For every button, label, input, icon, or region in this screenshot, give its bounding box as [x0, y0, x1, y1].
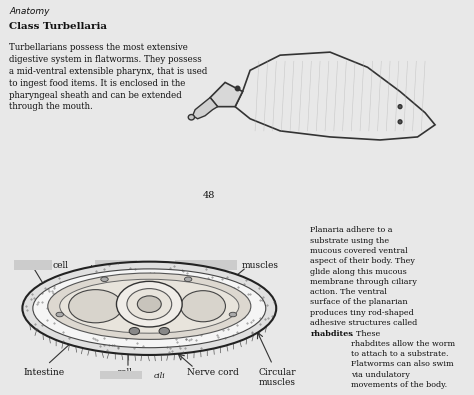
Text: Circular
muscles: Circular muscles [258, 368, 296, 387]
Ellipse shape [181, 291, 226, 322]
Text: Planaria adhere to a
substrate using the
mucous covered ventral
aspect of their : Planaria adhere to a substrate using the… [310, 226, 418, 327]
Ellipse shape [56, 312, 64, 317]
Text: Intestine: Intestine [24, 368, 65, 377]
Ellipse shape [129, 327, 140, 335]
Text: Class Turbellaria: Class Turbellaria [9, 22, 108, 31]
Ellipse shape [398, 120, 402, 124]
Ellipse shape [398, 105, 402, 109]
FancyBboxPatch shape [95, 260, 137, 270]
Text: rhabdites: rhabdites [310, 330, 353, 338]
Ellipse shape [159, 327, 170, 335]
Ellipse shape [101, 277, 108, 282]
Polygon shape [235, 52, 435, 140]
Text: ; P: ; P [90, 261, 101, 269]
Ellipse shape [127, 289, 172, 320]
Text: 48: 48 [202, 191, 215, 200]
Text: . These
rhabdites allow the worm
to attach to a substrate.
Flatworms can also sw: . These rhabdites allow the worm to atta… [351, 330, 455, 389]
Text: cell: cell [116, 368, 132, 377]
Text: Nerve cord: Nerve cord [187, 368, 239, 377]
Ellipse shape [236, 86, 240, 91]
Text: Turbellarians possess the most extensive
digestive system in flatworms. They pos: Turbellarians possess the most extensive… [9, 43, 208, 111]
Ellipse shape [69, 290, 122, 323]
Polygon shape [210, 83, 243, 107]
Ellipse shape [48, 273, 251, 339]
Ellipse shape [188, 115, 194, 120]
Text: muscles: muscles [242, 261, 279, 270]
Ellipse shape [117, 281, 182, 327]
Text: cili: cili [154, 372, 166, 380]
FancyBboxPatch shape [100, 371, 142, 379]
Text: Anatomy: Anatomy [9, 7, 50, 15]
FancyBboxPatch shape [175, 260, 237, 270]
Text: cell: cell [52, 261, 68, 270]
Ellipse shape [229, 312, 237, 317]
Ellipse shape [22, 261, 276, 355]
Ellipse shape [137, 296, 161, 312]
Ellipse shape [60, 279, 239, 333]
Polygon shape [192, 98, 218, 119]
Ellipse shape [184, 277, 192, 282]
Ellipse shape [33, 269, 266, 348]
FancyBboxPatch shape [14, 260, 52, 270]
